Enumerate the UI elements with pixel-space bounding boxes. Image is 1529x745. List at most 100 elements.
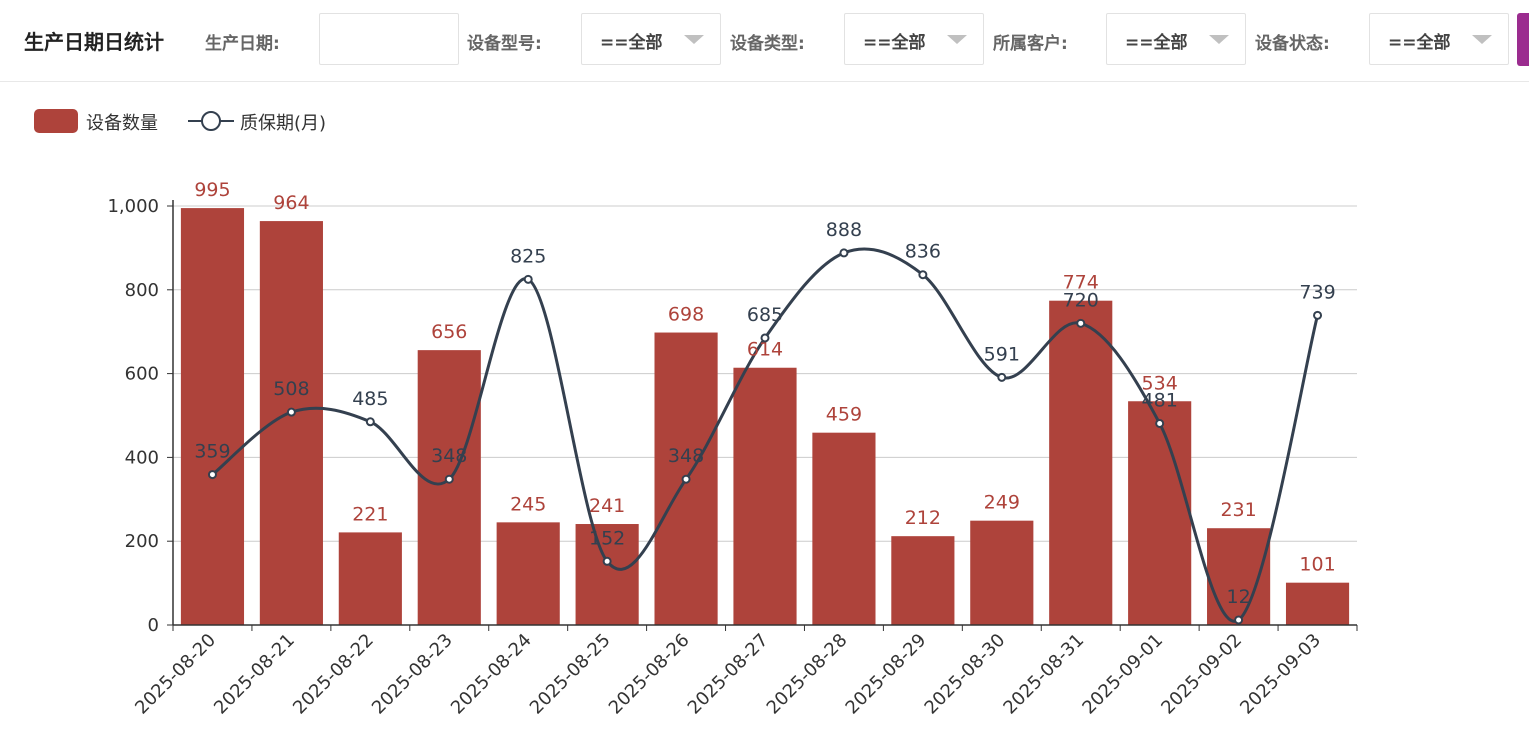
device-type-value: ==全部 [863, 33, 926, 53]
line-point [839, 248, 849, 258]
line-point [1076, 318, 1086, 328]
device-model-label: 设备型号: [467, 34, 542, 54]
bar-data-label: 534 [1142, 372, 1178, 394]
bar-swatch-icon [34, 109, 78, 133]
bar-data-label: 101 [1299, 554, 1335, 576]
bar-data-label: 231 [1220, 499, 1256, 521]
line-data-label: 685 [747, 304, 783, 326]
bar-data-label: 249 [984, 492, 1020, 514]
line-point [760, 333, 770, 343]
line-data-label: 720 [1063, 289, 1099, 311]
x-tick-label: 2025-08-29 [842, 630, 931, 719]
production-date-label: 生产日期: [205, 34, 280, 54]
bar [575, 524, 639, 625]
device-status-select[interactable]: ==全部 [1369, 13, 1509, 65]
filter-toolbar: 生产日期日统计 生产日期: 设备型号: ==全部 设备类型: ==全部 所属客户… [0, 0, 1529, 82]
line-point [602, 556, 612, 566]
line-data-label: 485 [352, 388, 388, 410]
line-point [1313, 310, 1323, 320]
legend-label-device-count: 设备数量 [86, 113, 158, 134]
bar [812, 432, 876, 625]
bar-data-label: 614 [747, 339, 783, 361]
line-point [918, 270, 928, 280]
y-tick-label: 400 [125, 447, 159, 468]
line-data-label: 12 [1227, 586, 1251, 608]
x-tick-label: 2025-08-27 [684, 630, 773, 719]
x-tick-label: 2025-09-02 [1157, 630, 1246, 719]
y-tick-label: 1,000 [107, 196, 159, 217]
bar-data-label: 774 [1063, 272, 1099, 294]
device-type-label: 设备类型: [730, 34, 805, 54]
line-point [681, 474, 691, 484]
customer-select[interactable]: ==全部 [1106, 13, 1246, 65]
bar [733, 367, 797, 625]
bar-data-label: 656 [431, 321, 467, 343]
customer-label: 所属客户: [993, 34, 1068, 54]
y-tick-label: 200 [125, 531, 159, 552]
line-point [444, 474, 454, 484]
device-model-value: ==全部 [600, 33, 663, 53]
x-tick-label: 2025-08-28 [763, 630, 852, 719]
bar [417, 350, 481, 625]
x-tick-label: 2025-08-24 [447, 630, 536, 719]
line-point [997, 372, 1007, 382]
page-title: 生产日期日统计 [24, 30, 164, 54]
bar-data-label: 221 [352, 503, 388, 525]
bar [1207, 528, 1271, 625]
line-point [207, 470, 217, 480]
bar [970, 520, 1034, 625]
x-tick-label: 2025-08-25 [526, 630, 615, 719]
device-model-select[interactable]: ==全部 [581, 13, 721, 65]
line-data-label: 836 [905, 241, 941, 263]
line-data-label: 348 [431, 445, 467, 467]
device-type-select[interactable]: ==全部 [844, 13, 984, 65]
chevron-down-icon [1209, 35, 1229, 44]
line-point [1234, 615, 1244, 625]
line-data-label: 481 [1142, 389, 1178, 411]
line-data-label: 152 [589, 527, 625, 549]
bar [1049, 300, 1113, 625]
line-data-label: 888 [826, 219, 862, 241]
bar [338, 532, 402, 625]
chevron-down-icon [947, 35, 967, 44]
device-status-label: 设备状态: [1255, 34, 1330, 54]
x-tick-label: 2025-08-20 [131, 630, 220, 719]
line-data-label: 508 [273, 378, 309, 400]
bar-data-label: 241 [589, 495, 625, 517]
bar [891, 536, 955, 625]
line-point [286, 407, 296, 417]
chevron-down-icon [684, 35, 704, 44]
x-tick-label: 2025-08-30 [921, 630, 1010, 719]
line-point [523, 274, 533, 284]
x-tick-label: 2025-08-22 [289, 630, 378, 719]
chevron-down-icon [1472, 35, 1492, 44]
line-point [1155, 418, 1165, 428]
warranty-line [211, 247, 1319, 623]
production-date-input[interactable] [319, 13, 459, 65]
x-tick-label: 2025-09-03 [1236, 630, 1325, 719]
line-marker-icon [188, 111, 234, 131]
bar-data-label: 995 [194, 179, 230, 201]
combo-chart: 02004006008001,0002025-08-202025-08-2120… [107, 179, 1358, 719]
y-tick-label: 800 [125, 280, 159, 301]
y-tick-label: 0 [148, 615, 159, 636]
line-point [365, 417, 375, 427]
bar [180, 208, 245, 625]
y-tick-label: 600 [125, 364, 159, 385]
bar [1128, 401, 1192, 625]
x-tick-label: 2025-08-26 [605, 630, 694, 719]
bar-data-label: 964 [273, 192, 309, 214]
customer-value: ==全部 [1125, 33, 1188, 53]
x-tick-label: 2025-08-31 [999, 630, 1088, 719]
line-data-label: 825 [510, 245, 546, 267]
query-button[interactable] [1517, 13, 1529, 66]
bar [496, 522, 560, 625]
device-status-value: ==全部 [1388, 33, 1451, 53]
legend-label-warranty: 质保期(月) [240, 113, 327, 134]
bar-data-label: 698 [668, 304, 704, 326]
line-data-label: 359 [194, 441, 230, 463]
line-data-label: 739 [1299, 281, 1335, 303]
bar-data-label: 245 [510, 493, 546, 515]
line-data-label: 591 [984, 343, 1020, 365]
